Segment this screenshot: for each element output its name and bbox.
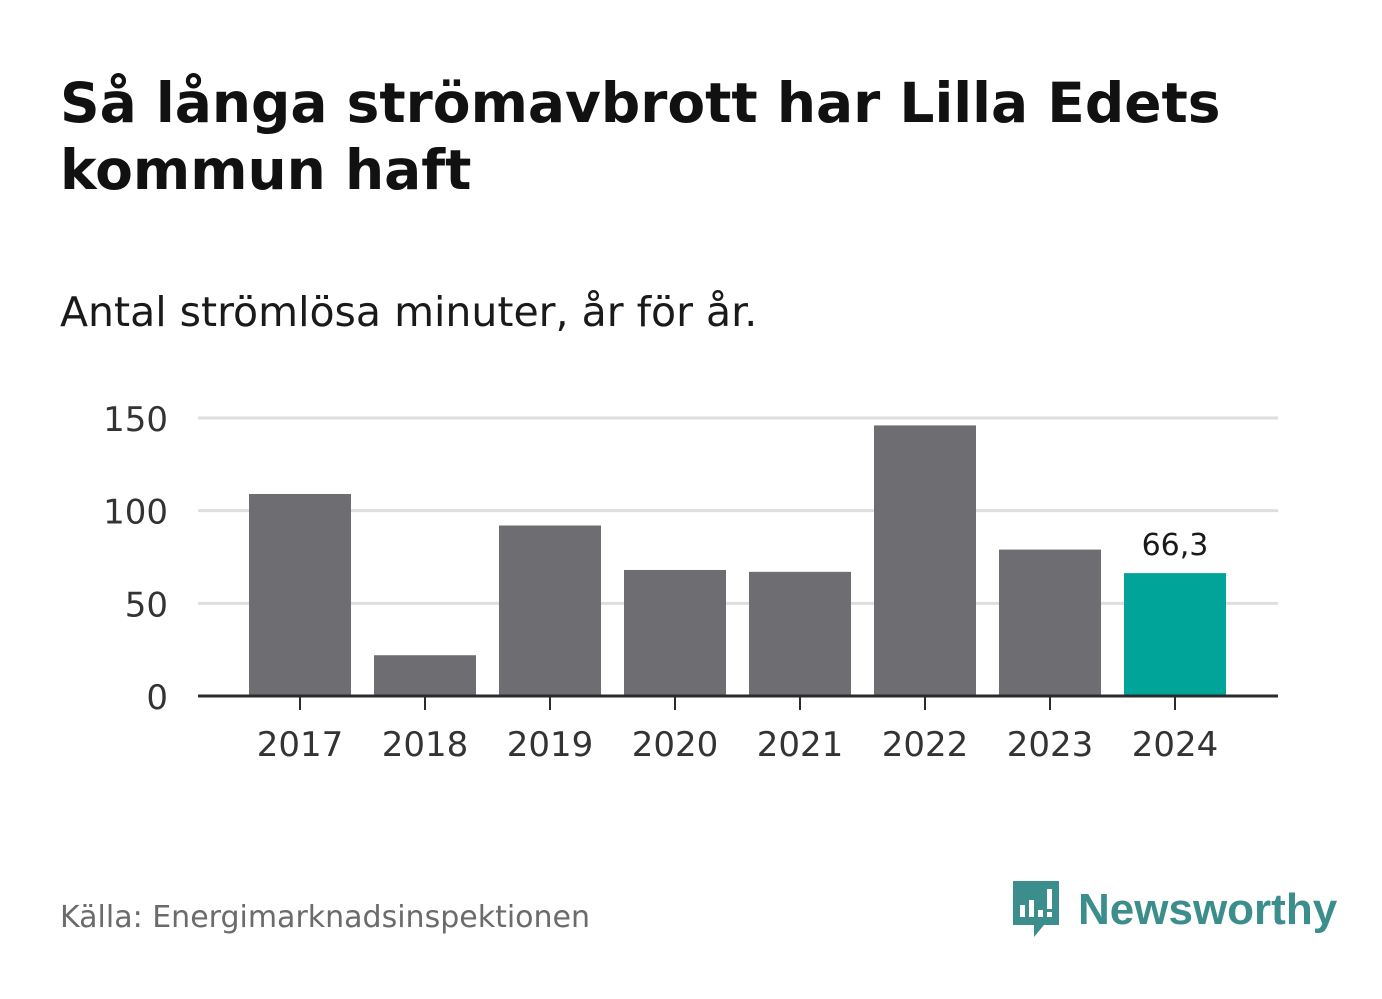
x-tick-label: 2017 bbox=[257, 725, 344, 765]
chart-title: Så långa strömavbrott har Lilla Edets ko… bbox=[60, 71, 1221, 202]
y-tick-label: 100 bbox=[103, 493, 168, 533]
newsworthy-logo-text: Newsworthy bbox=[1078, 885, 1338, 934]
source-note: Källa: Energimarknadsinspektionen bbox=[60, 900, 591, 935]
x-tick-label: 2020 bbox=[632, 725, 719, 765]
x-tick-label: 2018 bbox=[382, 725, 469, 765]
y-tick-label: 150 bbox=[103, 400, 168, 440]
bar bbox=[1124, 573, 1226, 696]
bar bbox=[499, 525, 601, 696]
bar bbox=[624, 569, 726, 696]
bar-chart: 0 50 100 150 2017 2018 2019 2020 2021 2022 2023 202… bbox=[103, 400, 1278, 765]
bar bbox=[374, 655, 476, 696]
data-label: 66,3 bbox=[1142, 528, 1209, 563]
x-tick-label: 2023 bbox=[1007, 725, 1094, 765]
y-tick-label: 0 bbox=[146, 678, 168, 718]
newsworthy-logo: Newsworthy bbox=[1010, 878, 1337, 942]
y-tick-label: 50 bbox=[125, 585, 168, 625]
newsworthy-logo-icon bbox=[1013, 881, 1059, 937]
x-tick-label: 2022 bbox=[882, 725, 969, 765]
bar bbox=[999, 549, 1101, 696]
bar bbox=[249, 493, 351, 696]
x-tick-label: 2021 bbox=[757, 725, 844, 765]
x-tick-label: 2024 bbox=[1132, 725, 1219, 765]
x-tick-label: 2019 bbox=[507, 725, 594, 765]
chart-subtitle: Antal strömlösa minuter, år för år. bbox=[60, 288, 758, 336]
bar bbox=[874, 425, 976, 696]
bar bbox=[749, 571, 851, 696]
